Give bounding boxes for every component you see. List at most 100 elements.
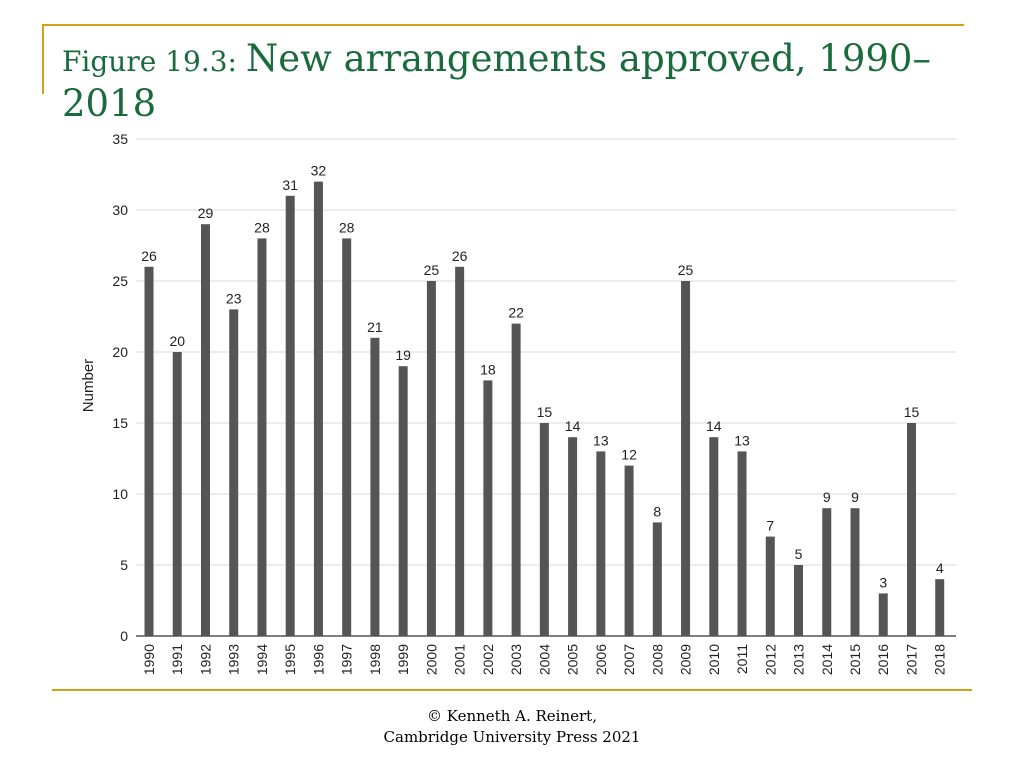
bar	[144, 266, 154, 636]
data-label: 8	[653, 503, 661, 519]
bar	[850, 508, 860, 636]
data-label: 14	[706, 418, 722, 434]
slide-title: Figure 19.3: New arrangements approved, …	[62, 38, 962, 126]
bar	[681, 281, 691, 636]
y-tick-label: 5	[120, 557, 128, 573]
x-tick-label: 1999	[395, 644, 411, 675]
data-label: 3	[879, 574, 887, 590]
bar	[370, 337, 380, 636]
data-label: 19	[395, 347, 411, 363]
x-tick-label: 1996	[310, 644, 326, 675]
x-tick-label: 1992	[197, 644, 213, 675]
bar	[426, 281, 436, 636]
data-label: 20	[169, 333, 185, 349]
y-tick-label: 15	[112, 415, 128, 431]
data-label: 26	[452, 248, 468, 264]
y-tick-label: 20	[112, 344, 128, 360]
x-tick-label: 1990	[141, 644, 157, 675]
copyright-line-2: Cambridge University Press 2021	[383, 728, 641, 746]
x-tick-label: 2009	[678, 644, 694, 675]
x-tick-label: 2004	[536, 644, 552, 675]
data-label: 28	[339, 219, 355, 235]
bottom-accent-rule	[52, 689, 972, 691]
data-label: 9	[851, 489, 859, 505]
x-tick-label: 2016	[875, 644, 891, 675]
data-label: 25	[678, 262, 694, 278]
data-label: 13	[593, 432, 609, 448]
data-label: 12	[621, 447, 637, 463]
bar	[313, 181, 323, 636]
data-label: 25	[424, 262, 440, 278]
data-label: 28	[254, 219, 270, 235]
left-accent-rule	[42, 24, 44, 94]
x-tick-label: 2008	[649, 644, 665, 675]
bar	[568, 437, 578, 636]
x-tick-label: 1995	[282, 644, 298, 675]
bar	[511, 323, 521, 636]
data-label: 21	[367, 319, 383, 335]
y-tick-label: 30	[112, 202, 128, 218]
data-label: 13	[734, 432, 750, 448]
bar	[398, 366, 408, 636]
bar	[172, 352, 182, 636]
data-label: 15	[537, 404, 553, 420]
bar	[257, 238, 267, 636]
copyright-line-1: © Kenneth A. Reinert,	[427, 707, 597, 725]
bar	[285, 195, 295, 637]
data-label: 31	[282, 177, 298, 193]
x-tick-label: 1991	[169, 644, 185, 675]
data-label: 29	[198, 205, 214, 221]
bar	[200, 224, 210, 636]
data-label: 23	[226, 290, 242, 306]
top-accent-rule	[42, 24, 964, 26]
data-label: 14	[565, 418, 581, 434]
x-tick-label: 1997	[339, 644, 355, 675]
bar	[935, 579, 945, 636]
data-label: 9	[823, 489, 831, 505]
title-main: New arrangements approved, 1990–2018	[62, 37, 931, 125]
x-tick-label: 2017	[903, 644, 919, 675]
bar	[794, 565, 804, 636]
bar	[906, 423, 916, 636]
bar	[822, 508, 832, 636]
y-axis-label: Number	[80, 359, 97, 412]
y-tick-label: 10	[112, 486, 128, 502]
x-tick-label: 2007	[621, 644, 637, 675]
bar	[624, 465, 634, 636]
x-tick-label: 1993	[226, 644, 242, 675]
bar	[483, 380, 493, 636]
data-label: 15	[904, 404, 920, 420]
title-prefix: Figure 19.3:	[62, 45, 246, 78]
x-tick-label: 2018	[932, 644, 948, 675]
data-label: 7	[766, 518, 774, 534]
data-label: 18	[480, 361, 496, 377]
data-label: 22	[508, 305, 524, 321]
x-tick-label: 1998	[367, 644, 383, 675]
y-tick-label: 25	[112, 273, 128, 289]
x-tick-label: 2001	[452, 644, 468, 675]
bar	[709, 437, 719, 636]
y-tick-label: 0	[120, 628, 128, 644]
copyright-footer: © Kenneth A. Reinert, Cambridge Universi…	[312, 706, 712, 748]
x-tick-label: 2010	[706, 644, 722, 675]
x-tick-label: 2014	[819, 644, 835, 675]
x-tick-label: 2003	[508, 644, 524, 675]
bar	[737, 451, 747, 636]
data-label: 4	[936, 560, 944, 576]
x-tick-label: 2006	[593, 644, 609, 675]
bar	[342, 238, 352, 636]
bar	[539, 423, 549, 636]
bar	[652, 522, 662, 636]
data-label: 32	[311, 163, 327, 179]
x-tick-label: 2012	[762, 644, 778, 675]
data-label: 5	[795, 546, 803, 562]
x-tick-label: 2013	[791, 644, 807, 675]
x-tick-label: 1994	[254, 644, 270, 675]
bar	[229, 309, 239, 636]
bar	[878, 593, 888, 636]
x-tick-label: 2015	[847, 644, 863, 675]
y-tick-label: 35	[112, 131, 128, 147]
x-tick-label: 2011	[734, 644, 750, 674]
